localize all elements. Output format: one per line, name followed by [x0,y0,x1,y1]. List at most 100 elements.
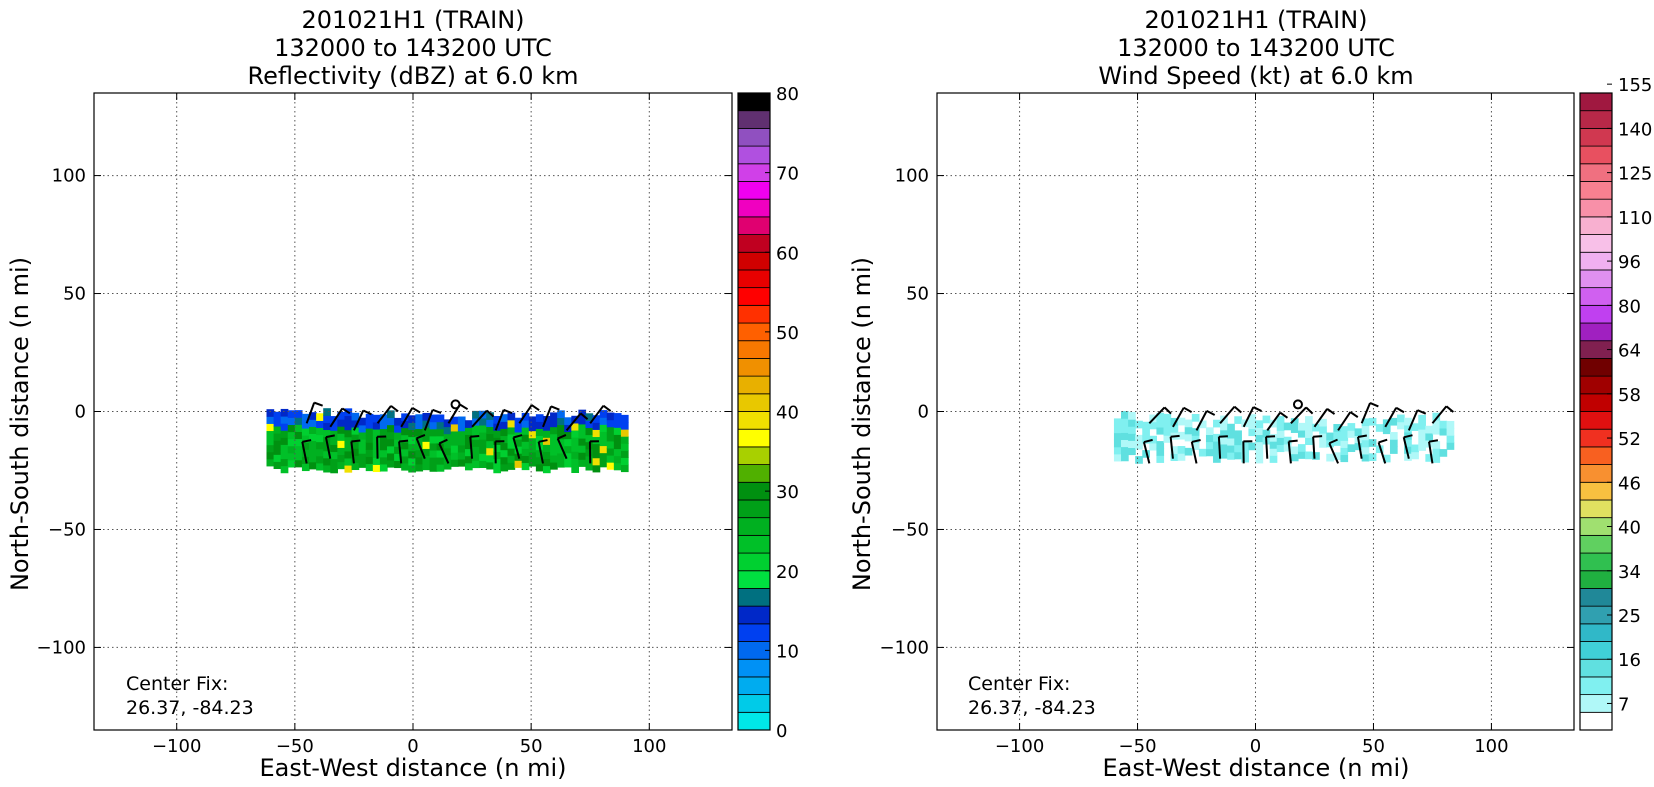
field-cell [472,446,480,454]
y-tick-label: 100 [895,166,929,187]
colorbar-segment [737,623,771,642]
wind-barb-staff [350,441,355,464]
wind-barb-flag [432,408,442,414]
field-cell [1340,440,1349,448]
wind-barb-flag [341,407,351,415]
colorbar-segment [1579,588,1613,607]
colorbar-segment [737,694,771,713]
field-cell [1198,420,1207,429]
field-cell [464,441,473,450]
field-cell [1411,444,1419,453]
field-cell [479,446,487,454]
field-cell [408,415,416,423]
field-cell [394,439,402,447]
field-cell [564,431,572,440]
field-cell [1404,424,1412,433]
field-cell [379,421,388,430]
field-cell [528,444,537,453]
field-cell [606,433,615,442]
field-cell [1191,413,1200,422]
colorbar-segment [737,110,771,129]
field-cell [401,434,409,443]
wind-barb-staff [438,443,450,464]
wind-barb-staff [398,441,403,464]
y-tick-label: 50 [906,284,929,305]
field-cell [273,411,282,420]
field-cell [1305,430,1313,438]
field-cell [1347,423,1356,431]
field-cell [280,465,289,474]
field-cell [429,428,438,437]
field-cell [1156,455,1165,463]
field-cell [1248,414,1257,422]
field-cell [1361,453,1370,462]
colorbar-segment [1579,145,1613,165]
colorbar-segment [737,92,771,112]
field-cell [309,419,317,427]
grid: −100 −50 0 50 100 −100 −50 0 50 100 [37,93,732,757]
field-cell [507,419,516,428]
field-cell [1191,428,1200,436]
field-cell [535,435,544,444]
field-cell [301,435,310,443]
field-cell [1432,419,1441,428]
title-line-3: Reflectivity (dBZ) at 6.0 km [248,62,579,90]
field-cell [387,459,395,468]
field-cell [330,465,338,474]
wind-barb-staff [305,402,316,424]
field-cell [280,423,289,431]
field-cell [1305,423,1313,431]
field-cell [1319,418,1327,427]
wind-barb-flag [459,403,469,411]
field-cell [1191,442,1200,450]
field-cell [450,452,459,460]
field-cell [578,445,587,453]
field-cell [1135,434,1143,443]
wind-barb-staff [542,405,552,428]
field-cell [344,429,353,438]
field-cell [372,414,381,423]
field-cell [379,456,388,465]
field-cell [486,447,494,456]
field-cell [394,417,402,426]
field-cell [521,412,530,421]
wind-barb-flag [1313,435,1323,438]
field-cell [1227,437,1235,446]
field-cell [1255,441,1264,450]
field-cell [528,437,537,446]
x-tick-label: −100 [995,736,1044,757]
wind-barb-flag [1183,406,1193,413]
field-cell [1113,446,1122,455]
field-cell [273,461,282,470]
field-cell [273,433,282,441]
field-cell [309,454,317,463]
field-cell [1255,448,1264,457]
field-cell [1397,421,1405,430]
field-cell [1312,423,1320,432]
field-cell [379,435,388,444]
field-cell [528,416,537,425]
field-cell [542,458,551,467]
wind-barb-staff [1266,411,1281,431]
field-cell [266,437,275,446]
field-cell [273,418,282,427]
field-cell [351,434,360,442]
field-cell [1418,436,1426,444]
wind-barb-flag [302,439,312,443]
field-cell [287,438,296,447]
field-cell [514,424,523,433]
field-cell [1283,422,1292,431]
field-cell [457,430,466,439]
field-cell [1220,436,1228,445]
field-cell [266,430,275,439]
field-cell [493,458,502,467]
wind-barb-flag [362,409,372,416]
field-cell [358,453,367,461]
wind-barb-staff [1377,442,1387,464]
field-cell [578,452,587,460]
wind-barb-staff [1242,406,1255,428]
field-cell [387,445,395,454]
field-cell [592,436,601,445]
field-cell [578,423,587,432]
wind-barb-staff [518,404,533,424]
